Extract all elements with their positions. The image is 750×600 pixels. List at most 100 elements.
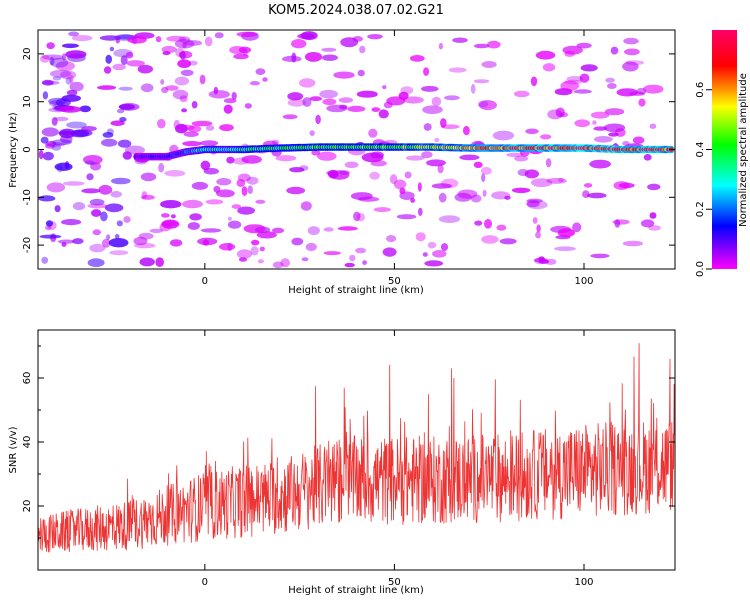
heatmap-cell xyxy=(45,220,54,227)
heatmap-cell xyxy=(89,198,105,206)
heatmap-cell xyxy=(119,117,127,122)
heatmap-cell xyxy=(583,183,593,188)
heatmap-cell xyxy=(344,262,355,268)
heatmap-cell xyxy=(423,123,432,131)
heatmap-cell xyxy=(400,86,414,95)
heatmap-cell xyxy=(99,35,122,41)
heatmap-cell xyxy=(309,96,322,102)
heatmap-cell xyxy=(109,46,115,52)
figure-title: KOM5.2024.038.07.02.G21 xyxy=(268,3,444,18)
x-tick-label: 100 xyxy=(574,276,593,287)
heatmap-cell xyxy=(71,35,93,42)
heatmap-cell xyxy=(87,258,105,268)
colorbar: 0.0 0.2 0.4 0.6 Normalized spectral amplitu… xyxy=(695,30,749,277)
heatmap-cell xyxy=(417,182,422,192)
heatmap-cell xyxy=(116,220,123,227)
heatmap-cell xyxy=(623,37,639,45)
snr-frame xyxy=(37,329,676,571)
heatmap-cell xyxy=(484,219,492,229)
heatmap-cell xyxy=(120,55,128,66)
heatmap-cell xyxy=(247,185,253,194)
heatmap-cell xyxy=(179,95,188,103)
heatmap-cell xyxy=(255,199,266,204)
heatmap-cell xyxy=(72,238,84,245)
heatmap-cell xyxy=(111,177,131,185)
heatmap-cell xyxy=(60,70,77,80)
heatmap-cell xyxy=(108,238,129,248)
heatmap-cell xyxy=(431,183,452,189)
heatmap-cell xyxy=(244,103,252,109)
heatmap-cell xyxy=(164,170,186,177)
heatmap-cell xyxy=(545,158,552,168)
heatmap-cell xyxy=(132,36,137,45)
heatmap-cell xyxy=(546,177,567,184)
heatmap-cell xyxy=(133,236,148,246)
heatmap-cell xyxy=(307,226,320,236)
heatmap-cell xyxy=(558,177,564,183)
heatmap-cell xyxy=(649,212,657,219)
heatmap-cell xyxy=(272,261,284,269)
heatmap-cell xyxy=(289,167,305,173)
heatmap-cell xyxy=(287,98,306,107)
heatmap-cell xyxy=(409,55,425,62)
heatmap-cell xyxy=(592,120,597,125)
heatmap-cell xyxy=(272,227,284,234)
heatmap-cell xyxy=(161,86,169,94)
heatmap-cell xyxy=(309,130,315,136)
heatmap-cell xyxy=(219,124,234,132)
heatmap-cell xyxy=(357,69,365,77)
heatmap-cell xyxy=(51,139,72,146)
heatmap-cell xyxy=(238,46,251,54)
heatmap-cell xyxy=(473,161,483,168)
heatmap-cell xyxy=(255,68,266,75)
heatmap-cell xyxy=(227,216,232,221)
heatmap-cell xyxy=(317,151,337,161)
heatmap-cell xyxy=(399,187,406,195)
snr-y-label: SNR (v/v) xyxy=(8,426,19,473)
heatmap-cell xyxy=(160,200,182,209)
heatmap-cell xyxy=(214,32,224,39)
heatmap-cell xyxy=(87,203,108,209)
spectrogram-x-label: Height of straight line (km) xyxy=(288,285,424,296)
heatmap-cell xyxy=(369,171,380,180)
colorbar-tick-label: 0.2 xyxy=(695,201,706,217)
heatmap-cell xyxy=(499,238,517,245)
heatmap-cell xyxy=(275,155,297,162)
heatmap-cell xyxy=(301,257,309,262)
heatmap-cell xyxy=(122,151,132,160)
colorbar-tick-label: 0.4 xyxy=(695,142,706,158)
heatmap-cell xyxy=(189,213,202,221)
heatmap-cell xyxy=(81,188,101,194)
heatmap-cell xyxy=(557,228,576,238)
heatmap-cell xyxy=(378,109,389,119)
heatmap-cell xyxy=(339,104,348,110)
heatmap-cell xyxy=(590,111,610,119)
heatmap-cell xyxy=(321,47,337,52)
heatmap-cell xyxy=(188,125,202,133)
heatmap-cell xyxy=(191,120,213,127)
heatmap-cell xyxy=(547,109,563,120)
heatmap-cell xyxy=(226,156,235,164)
heatmap-cell xyxy=(227,220,242,229)
heatmap-cell xyxy=(402,96,424,104)
heatmap-cell xyxy=(236,31,258,37)
heatmap-cell xyxy=(55,61,75,71)
heatmap-cell xyxy=(540,134,552,140)
heatmap-cell xyxy=(256,231,277,239)
heatmap-cell xyxy=(608,132,619,137)
heatmap-cell xyxy=(579,73,590,83)
heatmap-cell xyxy=(481,61,497,68)
heatmap-cell xyxy=(110,120,125,126)
heatmap-cell xyxy=(367,34,383,40)
heatmap-cell xyxy=(172,89,189,100)
heatmap-cell xyxy=(299,78,316,88)
heatmap-cell xyxy=(593,136,613,143)
heatmap-cell xyxy=(359,45,366,54)
heatmap-cell xyxy=(61,94,81,102)
heatmap-cell xyxy=(368,128,378,138)
heatmap-cell xyxy=(68,31,80,37)
heatmap-cell xyxy=(205,199,224,205)
heatmap-cell xyxy=(63,181,85,186)
heatmap-cell xyxy=(257,259,264,264)
heatmap-cell xyxy=(112,63,126,71)
